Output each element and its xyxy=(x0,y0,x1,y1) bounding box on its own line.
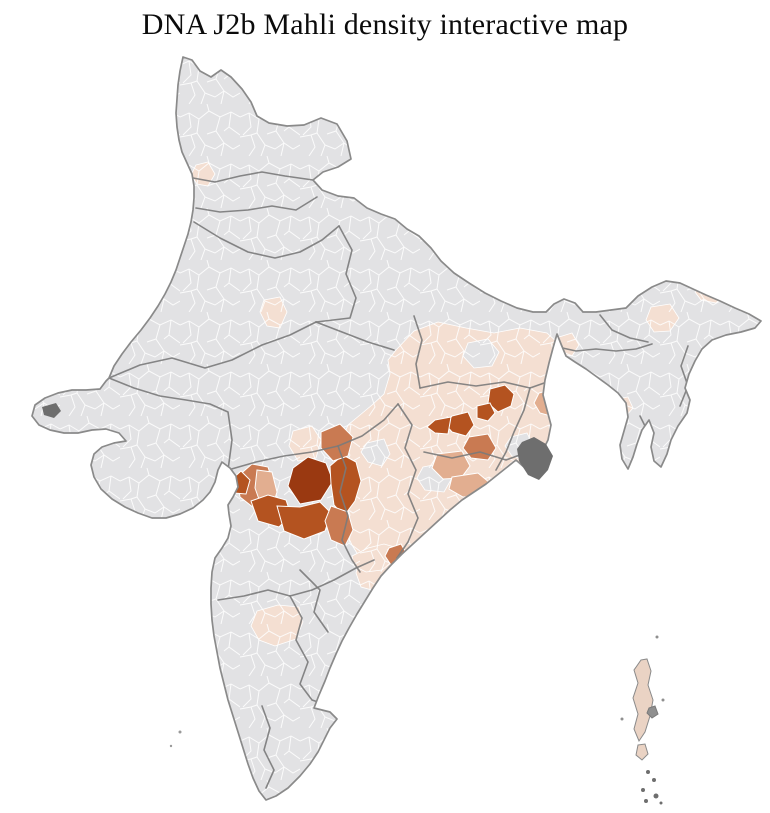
state-border-16 xyxy=(289,595,331,707)
state-border-15 xyxy=(413,315,423,389)
state-border-12 xyxy=(419,381,548,389)
district-east-cluster-2[interactable] xyxy=(476,402,496,422)
islet-dot-4 xyxy=(646,770,650,774)
islet-dot-8 xyxy=(644,799,648,803)
state-border-19 xyxy=(557,343,653,352)
india-coastline xyxy=(31,56,762,801)
district-central-core[interactable] xyxy=(287,456,334,505)
islet-dot-3 xyxy=(620,717,624,721)
islet-dot-7 xyxy=(653,793,659,799)
island-andaman-chain[interactable] xyxy=(632,658,654,743)
islet-dot-10 xyxy=(178,730,182,734)
state-border-22 xyxy=(599,314,649,343)
state-border-13 xyxy=(423,451,529,461)
state-border-5 xyxy=(315,321,395,351)
islet-dot-11 xyxy=(169,744,173,748)
patch-sundarbans-delta xyxy=(517,437,553,480)
islet-dot-9 xyxy=(659,801,663,805)
district-central-east[interactable] xyxy=(329,454,362,517)
islet-dot-1 xyxy=(655,635,659,639)
islet-dot-6 xyxy=(641,788,645,792)
island-andaman-gray-islet[interactable] xyxy=(646,705,659,719)
state-border-3 xyxy=(193,221,340,259)
state-border-17 xyxy=(261,705,275,789)
state-border-18 xyxy=(299,569,329,633)
district-odisha-gray-breaker-1[interactable] xyxy=(444,522,479,553)
state-border-2 xyxy=(195,196,318,213)
page-title: DNA J2b Mahli density interactive map xyxy=(141,8,629,41)
islet-dot-2 xyxy=(661,698,665,702)
state-border-7 xyxy=(108,377,233,471)
district-odisha-gray-breaker-2[interactable] xyxy=(492,494,521,523)
state-border-14 xyxy=(495,387,531,471)
state-border-6 xyxy=(315,225,357,323)
state-border-4 xyxy=(108,321,317,379)
patch-kutch-marsh xyxy=(42,403,61,418)
state-borders-layer xyxy=(108,171,689,789)
state-border-9 xyxy=(217,559,375,601)
islet-dot-5 xyxy=(652,778,656,782)
state-border-1 xyxy=(192,171,314,183)
state-border-8 xyxy=(227,403,399,471)
islands-layer xyxy=(42,403,665,805)
coastline-layer xyxy=(31,56,762,801)
state-border-20 xyxy=(679,345,689,407)
island-andaman-south-island[interactable] xyxy=(635,743,649,761)
state-border-11 xyxy=(396,403,419,559)
district-central-northeast[interactable] xyxy=(320,423,354,462)
district-east-cluster-4[interactable] xyxy=(426,416,452,435)
state-border-10 xyxy=(337,445,361,573)
